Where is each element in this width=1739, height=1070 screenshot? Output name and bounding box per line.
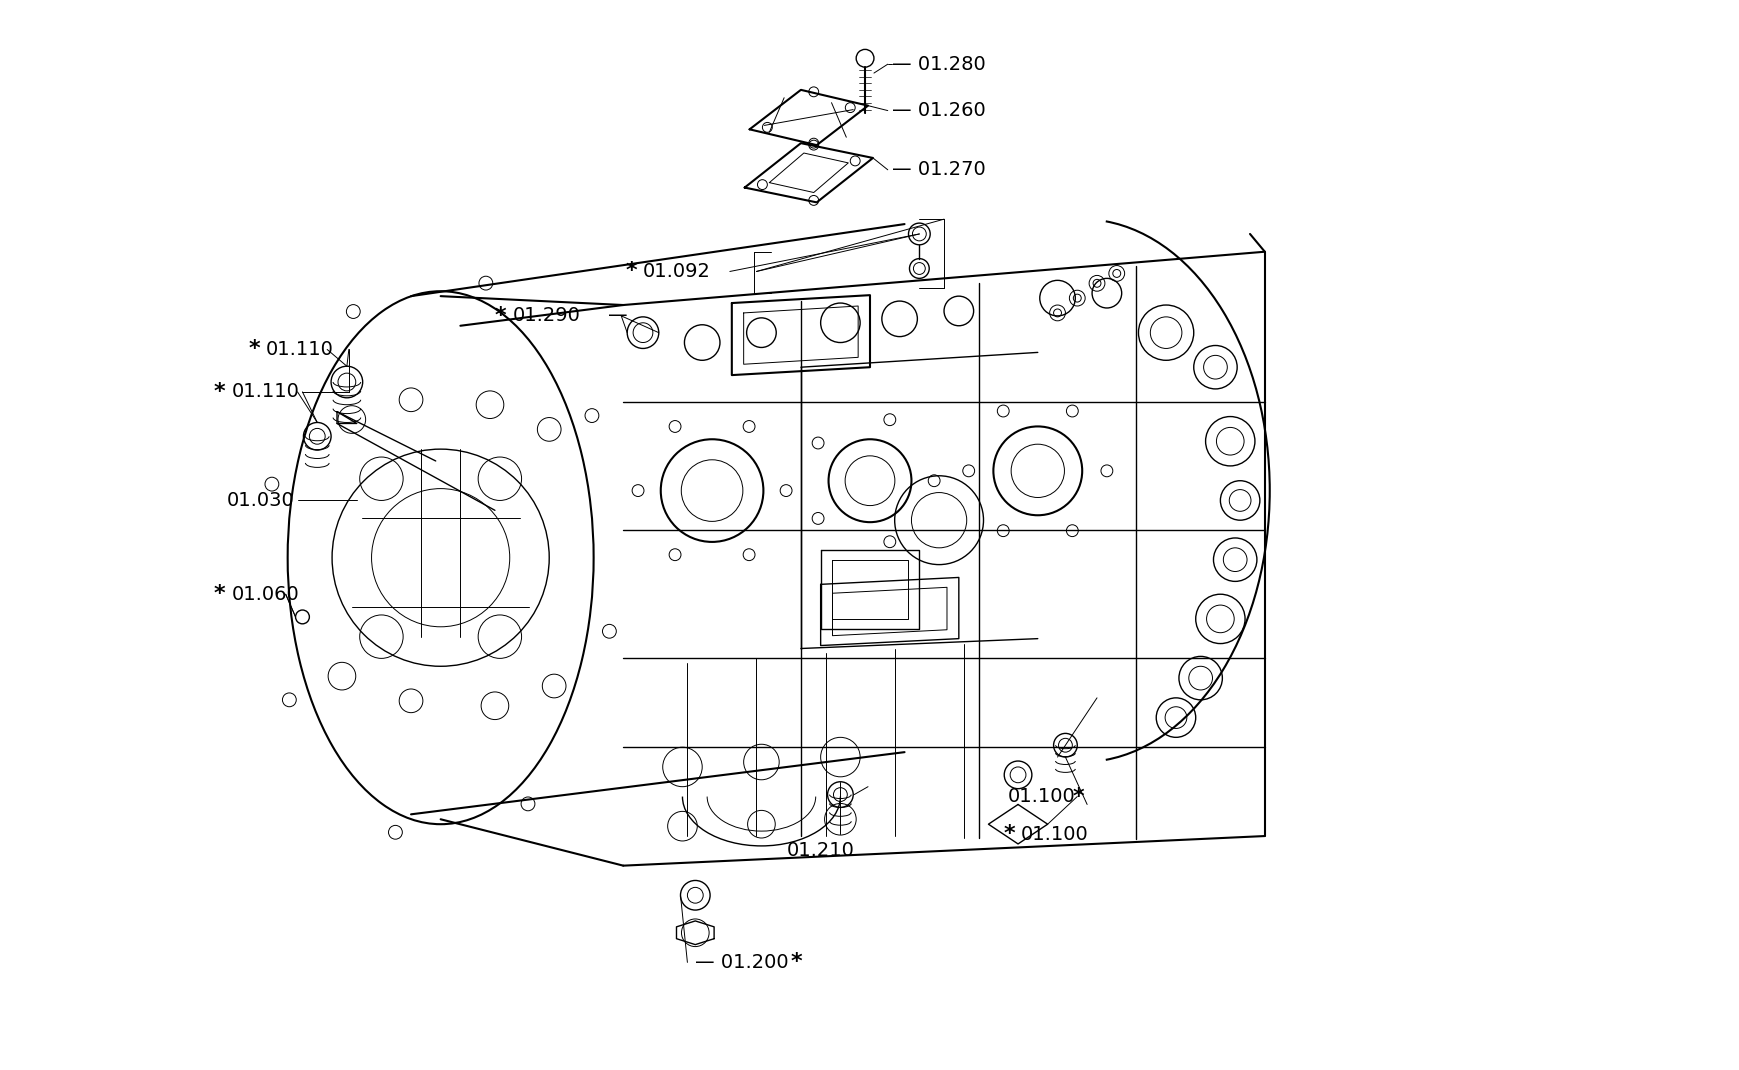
- Text: *: *: [1003, 824, 1014, 844]
- Text: *: *: [494, 306, 506, 326]
- Text: 01.100: 01.100: [1007, 788, 1075, 806]
- Text: *: *: [1071, 786, 1083, 807]
- Text: *: *: [624, 261, 636, 281]
- Text: *: *: [791, 952, 802, 973]
- Text: — 01.200: — 01.200: [696, 953, 788, 972]
- Text: 01.060: 01.060: [231, 584, 299, 603]
- Text: 01.110: 01.110: [266, 340, 334, 358]
- Text: 01.100: 01.100: [1021, 825, 1089, 843]
- Text: 01.290: 01.290: [513, 306, 581, 325]
- Text: 01.110: 01.110: [231, 382, 299, 401]
- Text: — 01.260: — 01.260: [890, 101, 984, 120]
- Text: —: —: [609, 306, 628, 325]
- Text: *: *: [214, 584, 224, 605]
- Text: 01.092: 01.092: [643, 262, 711, 281]
- Text: *: *: [214, 382, 224, 402]
- Text: 01.030: 01.030: [226, 491, 294, 510]
- Text: 01.210: 01.210: [786, 841, 854, 860]
- Text: — 01.270: — 01.270: [890, 160, 984, 180]
- Text: — 01.280: — 01.280: [890, 55, 984, 74]
- Text: *: *: [249, 339, 259, 360]
